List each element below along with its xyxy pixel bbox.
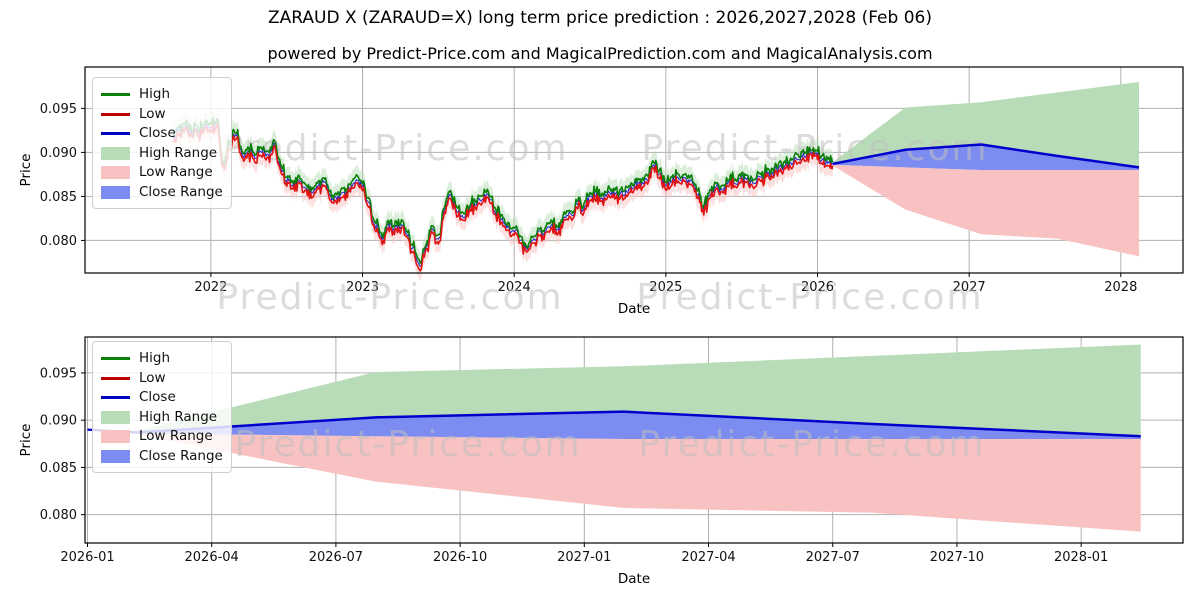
- legend-item-close: Close: [101, 388, 223, 408]
- legend-item-low: Low: [101, 105, 223, 125]
- legend-item-low-range: Low Range: [101, 427, 223, 447]
- bottom-chart-x-axis-label: Date: [617, 571, 651, 587]
- legend-patch-swatch: [101, 166, 130, 180]
- legend-line-swatch: [101, 112, 130, 116]
- historical-high-range-fill: [172, 107, 833, 267]
- legend-line-swatch: [101, 357, 130, 361]
- legend-item-label: Low: [139, 369, 166, 386]
- top-chart-axes: 2022 2023 2024 2025 2026 2027 2028 0.080 0.085 0.…: [40, 66, 1184, 295]
- y-tick-label: 0.090: [40, 414, 77, 429]
- top-chart-legend: High Low Close High Range Low Range Close Ran…: [92, 77, 232, 209]
- bottom-chart-legend: High Low Close High Range Low Range Close Ran…: [92, 341, 232, 473]
- watermark-text: Predict-Price.com: [636, 277, 983, 318]
- watermark-text: Predict-Price.com: [234, 424, 581, 465]
- x-tick-label: 2027-07: [806, 550, 860, 565]
- low-range-fill: [832, 164, 1140, 257]
- figure-subtitle: powered by Predict-Price.com and Magical…: [267, 44, 933, 63]
- legend-item-label: Low: [139, 105, 166, 122]
- close-forecast-line: [137, 410, 1141, 438]
- x-tick-label: 2022: [194, 280, 227, 295]
- legend-item-label: High Range: [139, 144, 218, 161]
- top-chart-y-axis-label: Price: [18, 153, 34, 187]
- legend-item-label: Close: [139, 125, 176, 141]
- y-tick-label: 0.080: [40, 508, 77, 523]
- top-chart-x-axis-label: Date: [617, 301, 651, 317]
- watermark-text: Predict-Price.com: [638, 424, 985, 465]
- legend-item-label: Close Range: [139, 183, 223, 200]
- x-tick-label: 2028-01: [1054, 550, 1108, 565]
- legend-item-label: High: [139, 86, 171, 102]
- top-chart-lines: [172, 116, 1140, 272]
- legend-patch-swatch: [101, 449, 130, 463]
- y-tick-label: 0.085: [40, 461, 77, 476]
- x-tick-label: 2026-10: [433, 550, 487, 565]
- x-tick-label: 2027-04: [681, 550, 735, 565]
- plot-border: [84, 66, 1184, 274]
- y-tick-label: 0.095: [40, 102, 77, 117]
- y-tick-label: 0.080: [40, 234, 77, 249]
- low-range-fill: [137, 433, 1141, 532]
- legend-item-label: High Range: [139, 408, 218, 425]
- x-tick-label: 2026: [801, 280, 834, 295]
- bottom-chart-watermarks: Predict-Price.com Predict-Price.com: [234, 424, 985, 465]
- legend-item-high-range: High Range: [101, 408, 223, 428]
- legend-item-high: High: [101, 349, 223, 369]
- watermark-text: Predict-Price.com: [216, 277, 563, 318]
- top-chart-watermarks: Predict-Price.com Predict-Price.com: [221, 128, 986, 169]
- x-tick-label: 2026-07: [309, 550, 363, 565]
- legend-item-high: High: [101, 85, 223, 105]
- high-line: [172, 116, 834, 264]
- x-tick-label: 2027-01: [557, 550, 611, 565]
- x-tick-label: 2024: [498, 280, 531, 295]
- legend-item-low: Low: [101, 369, 223, 389]
- legend-item-label: Low Range: [139, 164, 213, 180]
- legend-item-low-range: Low Range: [101, 163, 223, 183]
- x-tick-label: 2028: [1104, 280, 1137, 295]
- close-range-fill: [137, 411, 1141, 440]
- bottom-chart-fills: [137, 344, 1141, 532]
- legend-item-close-range: Close Range: [101, 447, 223, 467]
- legend-item-high-range: High Range: [101, 144, 223, 164]
- x-tick-label: 2025: [649, 280, 682, 295]
- x-tick-label: 2026-04: [185, 550, 239, 565]
- legend-item-label: High: [139, 350, 171, 366]
- legend-item-close: Close: [101, 124, 223, 144]
- legend-line-swatch: [101, 376, 130, 380]
- high-range-fill: [137, 344, 1141, 437]
- bottom-chart-axes: 2026-01 2026-04 2026-07 2026-10 2027-01 2027-…: [40, 336, 1184, 565]
- legend-item-close-range: Close Range: [101, 183, 223, 203]
- between-charts-watermarks: Predict-Price.com Predict-Price.com: [216, 277, 983, 318]
- x-tick-label: 2023: [346, 280, 379, 295]
- legend-line-swatch: [101, 396, 130, 400]
- x-tick-label: 2027: [953, 280, 986, 295]
- legend-line-swatch: [101, 93, 130, 97]
- legend-patch-swatch: [101, 430, 130, 444]
- x-tick-label: 2027-10: [930, 550, 984, 565]
- legend-line-swatch: [101, 132, 130, 136]
- legend-item-label: Low Range: [139, 428, 213, 444]
- x-tick-label: 2026-01: [60, 550, 114, 565]
- y-tick-label: 0.085: [40, 190, 77, 205]
- y-tick-label: 0.095: [40, 366, 77, 381]
- legend-patch-swatch: [101, 146, 130, 160]
- low-line: [172, 123, 834, 272]
- legend-patch-swatch: [101, 185, 130, 199]
- high-range-fill: [832, 81, 1140, 168]
- figure-title: ZARAUD X (ZARAUD=X) long term price pred…: [268, 8, 932, 28]
- legend-item-label: Close Range: [139, 447, 223, 464]
- legend-item-label: Close: [139, 389, 176, 405]
- bottom-chart-y-axis-label: Price: [18, 423, 34, 457]
- plot-border: [84, 336, 1184, 544]
- close-forecast-line: [832, 143, 1140, 169]
- y-tick-label: 0.090: [40, 146, 77, 161]
- legend-patch-swatch: [101, 410, 130, 424]
- close-range-fill: [832, 144, 1140, 170]
